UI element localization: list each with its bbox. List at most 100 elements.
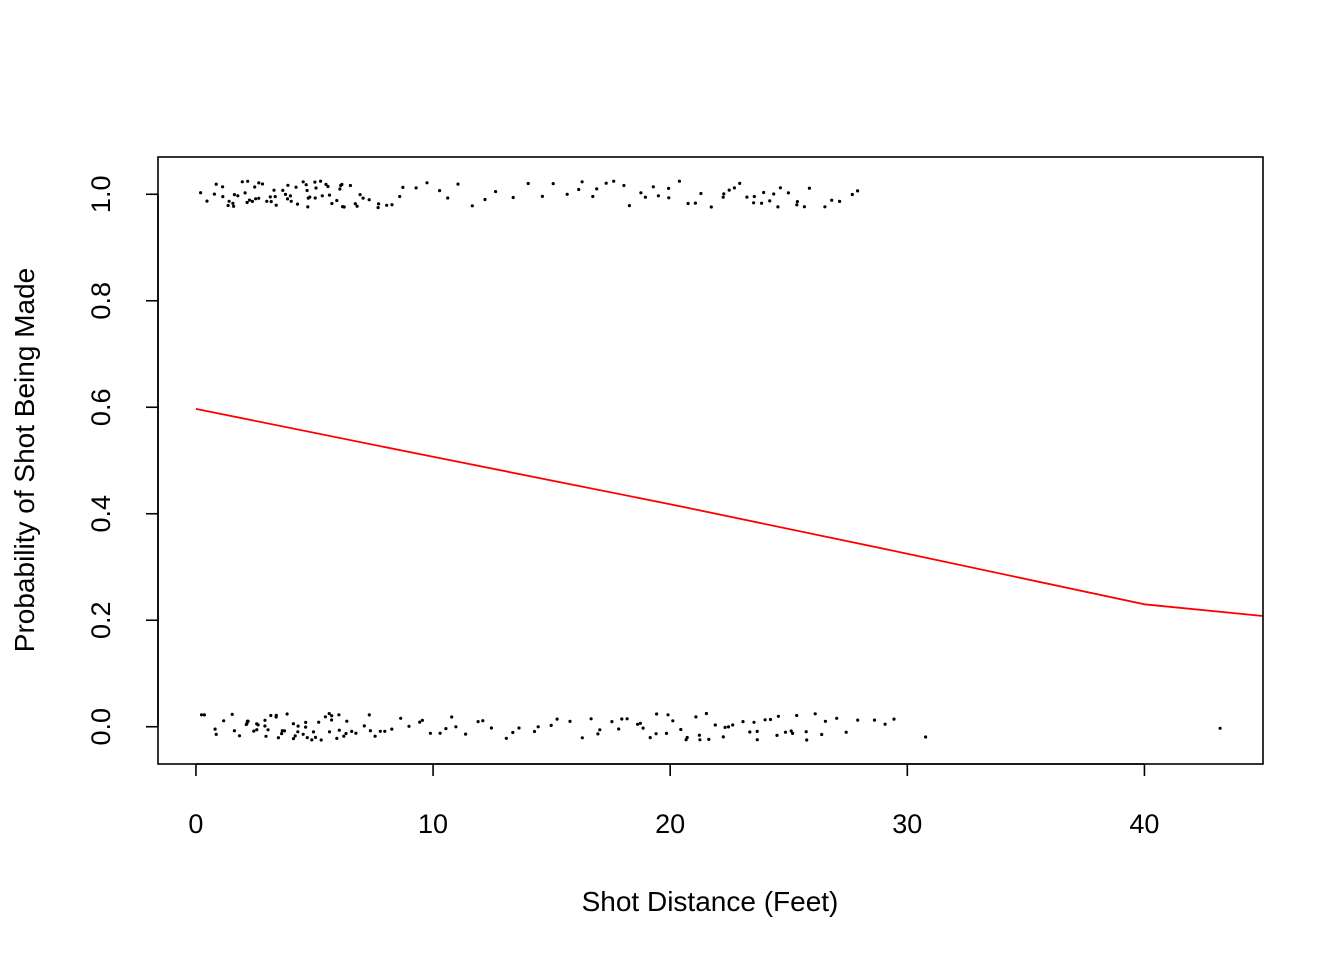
made-shot-point <box>272 188 276 192</box>
made-shot-point <box>265 199 269 203</box>
made-shot-point <box>231 201 235 205</box>
y-axis: 0.0 0.2 0.4 0.6 0.8 1.0 <box>86 176 159 746</box>
missed-shot-point <box>199 713 204 717</box>
missed-shot-point <box>654 732 658 736</box>
made-shot-point <box>313 180 317 184</box>
made-shot-point <box>335 198 339 203</box>
missed-shot-point <box>214 732 218 737</box>
missed-shot-point <box>823 719 828 723</box>
made-shot-point <box>709 205 713 209</box>
missed-shot-point <box>256 723 260 727</box>
missed-shot-point <box>580 736 584 740</box>
made-shot-point <box>390 203 394 207</box>
made-shot-point <box>795 203 799 207</box>
missed-shot-point <box>655 712 659 716</box>
x-axis: 0 10 20 30 40 <box>188 763 1159 839</box>
made-shot-point <box>305 188 309 193</box>
made-shot-point <box>306 205 310 209</box>
made-shot-point <box>604 181 608 185</box>
made-shot-point <box>795 200 800 204</box>
made-shot-point <box>212 192 216 196</box>
made-shot-point <box>247 198 252 202</box>
made-shot-point <box>274 203 278 207</box>
made-shot-point <box>243 191 247 195</box>
made-shot-point <box>257 181 261 185</box>
missed-shot-point <box>293 734 297 738</box>
missed-shot-point <box>311 730 316 734</box>
made-shot-point <box>677 179 682 183</box>
missed-shot-point <box>420 718 424 722</box>
missed-shot-point <box>418 720 422 724</box>
missed-shot-point <box>263 724 267 728</box>
missed-shot-point <box>323 715 327 719</box>
missed-shot-point <box>768 717 773 722</box>
missed-shot-point <box>252 729 256 733</box>
made-shot-point <box>856 189 860 193</box>
made-shot-point <box>401 185 405 189</box>
missed-shot-point <box>856 718 860 722</box>
missed-shot-point <box>330 718 334 722</box>
missed-shot-point <box>1218 726 1222 730</box>
missed-shot-point <box>362 724 366 728</box>
made-shot-point <box>260 182 265 186</box>
missed-shot-point <box>337 713 341 717</box>
missed-shot-point <box>924 735 928 739</box>
missed-shot-point <box>481 719 485 723</box>
missed-shot-point <box>504 736 508 740</box>
x-tick-label: 40 <box>1129 809 1159 839</box>
missed-shot-point <box>679 727 683 732</box>
missed-shot-point <box>450 715 454 719</box>
made-shot-point <box>667 186 671 190</box>
made-shot-point <box>288 194 292 198</box>
missed-shot-point <box>274 715 278 719</box>
made-shot-point <box>778 186 783 190</box>
missed-shot-point <box>589 717 593 721</box>
x-axis-title: Shot Distance (Feet) <box>582 886 839 917</box>
missed-shot-point <box>872 718 877 722</box>
missed-shot-point <box>237 734 242 738</box>
made-shot-point <box>361 196 365 200</box>
x-tick-label: 0 <box>188 809 203 839</box>
made-shot-point <box>591 194 595 199</box>
made-shot-point <box>526 181 530 186</box>
missed-shot-point <box>428 731 432 735</box>
missed-shot-point <box>335 736 339 741</box>
made-shot-point <box>257 196 261 200</box>
made-shot-point <box>823 205 827 209</box>
made-shot-point <box>285 197 290 201</box>
made-shot-point <box>324 182 328 186</box>
y-axis-title: Probability of Shot Being Made <box>9 268 40 652</box>
y-tick-label: 0.2 <box>86 601 116 639</box>
missed-shot-point <box>280 732 284 736</box>
made-shot-point <box>232 204 236 208</box>
made-shot-point <box>295 202 300 206</box>
missed-shot-point <box>620 717 624 721</box>
missed-shot-point <box>517 726 521 730</box>
missed-shot-point <box>296 730 300 734</box>
made-shot-point <box>269 200 273 204</box>
missed-shot-point <box>791 731 795 736</box>
made-shot-point <box>786 191 791 195</box>
missed-shot-point <box>596 732 600 736</box>
made-shot-point <box>367 198 371 202</box>
missed-shot-point <box>713 723 717 727</box>
missed-shot-point <box>755 738 759 742</box>
made-shot-point <box>595 187 599 191</box>
missed-shot-point <box>245 719 249 723</box>
made-shot-point <box>289 199 293 203</box>
made-shot-point <box>205 199 209 203</box>
made-shot-point <box>294 185 298 189</box>
made-shot-point <box>253 185 257 189</box>
missed-shot-point <box>269 713 273 718</box>
made-shot-point <box>612 179 616 183</box>
made-shot-point <box>353 202 357 206</box>
missed-shot-point <box>244 722 248 727</box>
missed-shot-point <box>755 729 759 734</box>
missed-shot-point <box>835 716 839 720</box>
y-tick-label: 0.0 <box>86 708 116 746</box>
missed-shot-point <box>883 722 887 726</box>
missed-shot-point <box>625 717 629 721</box>
missed-shot-point <box>330 714 334 718</box>
missed-shot-point <box>795 713 799 718</box>
